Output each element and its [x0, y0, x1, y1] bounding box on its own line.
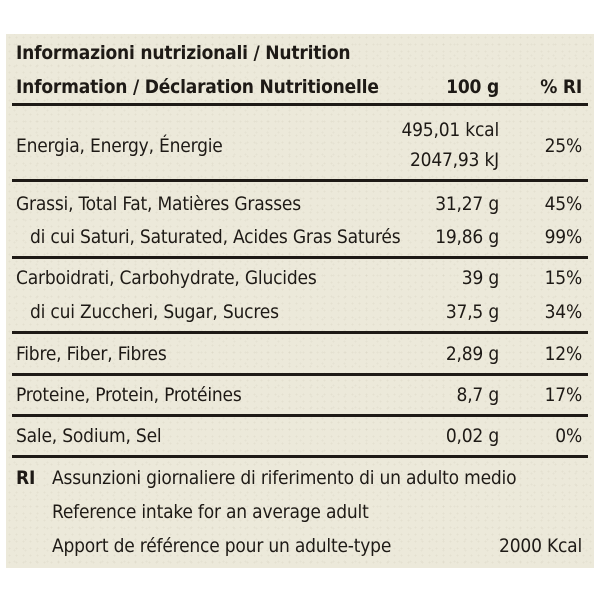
row-fibre-label: Fibre, Fiber, Fibres	[16, 343, 167, 365]
divider	[12, 256, 588, 259]
row-carbohydrate-label: Carboidrati, Carbohydrate, Glucides	[16, 267, 317, 289]
title-line-2: Information / Déclaration Nutritionelle	[16, 76, 379, 98]
row-salt-value: 0,02 g	[445, 425, 499, 447]
row-energy-ri: 25%	[544, 135, 583, 157]
row-protein-ri: 17%	[544, 384, 583, 406]
divider	[12, 455, 588, 458]
column-header-ri: % RI	[540, 76, 582, 98]
row-carbohydrate-value: 39 g	[461, 267, 499, 289]
row-carbohydrate-ri: 15%	[544, 267, 583, 289]
nutrition-label: Informazioni nutrizionali / Nutrition In…	[6, 34, 594, 568]
row-protein-value: 8,7 g	[456, 384, 500, 406]
row-energy-kj: 2047,93 kJ	[409, 149, 499, 171]
divider	[12, 179, 588, 182]
row-salt-ri: 0%	[555, 425, 582, 447]
row-saturated-ri: 99%	[544, 226, 583, 248]
row-energy-label: Energia, Energy, Énergie	[16, 135, 223, 157]
row-fat-ri: 45%	[544, 193, 583, 215]
row-saturated-label: di cui Saturi, Saturated, Acides Gras Sa…	[30, 226, 401, 248]
row-fat-label: Grassi, Total Fat, Matières Grasses	[16, 193, 301, 215]
row-sugar-value: 37,5 g	[445, 301, 499, 323]
row-sugar-label: di cui Zuccheri, Sugar, Sucres	[30, 301, 279, 323]
row-fat-value: 31,27 g	[435, 193, 499, 215]
row-energy-kcal: 495,01 kcal	[401, 119, 499, 141]
row-fibre-ri: 12%	[544, 343, 583, 365]
title-line-1: Informazioni nutrizionali / Nutrition	[16, 42, 351, 64]
footer-kcal: 2000 Kcal	[499, 535, 582, 557]
divider	[12, 414, 588, 417]
footer-line-3: Apport de référence pour un adulte-type	[52, 535, 392, 557]
row-sugar-ri: 34%	[544, 301, 583, 323]
row-saturated-value: 19,86 g	[435, 226, 499, 248]
divider	[12, 103, 588, 106]
divider	[12, 331, 588, 334]
column-header-100g: 100 g	[446, 76, 499, 98]
footer-line-2: Reference intake for an average adult	[52, 501, 369, 523]
footer-line-1: Assunzioni giornaliere di riferimento di…	[52, 467, 517, 489]
footer-ri-abbr: RI	[16, 467, 36, 489]
row-protein-label: Proteine, Protein, Protéines	[16, 384, 242, 406]
row-salt-label: Sale, Sodium, Sel	[16, 425, 162, 447]
row-fibre-value: 2,89 g	[445, 343, 499, 365]
divider	[12, 373, 588, 376]
